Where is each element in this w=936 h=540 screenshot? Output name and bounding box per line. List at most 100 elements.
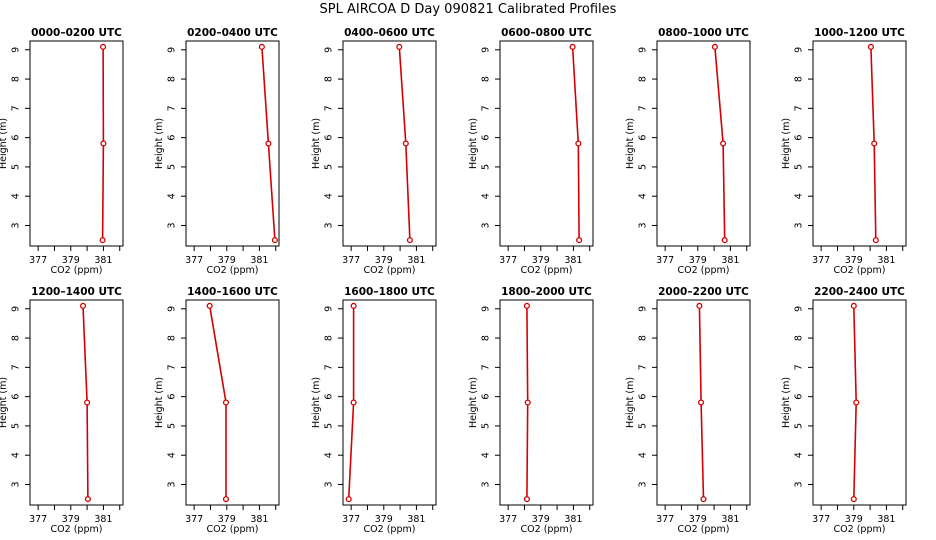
- data-point: [265, 140, 272, 147]
- y-tick-label: 8: [11, 76, 22, 82]
- plot-frame: [185, 40, 280, 247]
- y-tick-label: 9: [794, 47, 805, 53]
- x-tick-label: 381: [721, 514, 739, 525]
- y-tick-label: 8: [167, 76, 178, 82]
- data-point: [99, 237, 106, 244]
- y-tick-label: 3: [11, 481, 22, 487]
- y-tick-label: 5: [324, 164, 335, 170]
- y-tick-label: 4: [167, 452, 178, 458]
- y-tick-label: 7: [638, 364, 649, 370]
- y-axis-label: Height (m): [625, 118, 636, 169]
- y-axis-label: Height (m): [0, 118, 9, 169]
- x-tick-label: 381: [721, 255, 739, 266]
- x-tick-label: 377: [29, 514, 47, 525]
- x-tick-label: 381: [877, 255, 895, 266]
- y-tick-label: 8: [324, 335, 335, 341]
- panel-title: 2200–2400 UTC: [814, 286, 905, 298]
- plot-frame: [812, 299, 907, 506]
- y-tick-label: 7: [11, 105, 22, 111]
- data-point: [696, 302, 703, 309]
- y-tick-label: 5: [167, 423, 178, 429]
- panel-title: 1800–2000 UTC: [501, 286, 592, 298]
- x-axis-label: CO2 (ppm): [51, 265, 103, 276]
- x-tick-label: 379: [375, 255, 393, 266]
- y-tick-label: 6: [794, 135, 805, 141]
- plot-frame: [342, 299, 437, 506]
- y-tick-label: 9: [324, 47, 335, 53]
- y-tick-label: 9: [167, 47, 178, 53]
- data-point: [206, 302, 213, 309]
- y-tick-label: 4: [11, 452, 22, 458]
- y-tick-label: 3: [638, 222, 649, 228]
- y-axis-label: Height (m): [468, 118, 479, 169]
- y-tick-label: 9: [638, 306, 649, 312]
- y-tick-label: 9: [481, 306, 492, 312]
- x-tick-label: 377: [812, 514, 830, 525]
- plot-frame: [29, 299, 124, 506]
- y-tick-label: 3: [324, 222, 335, 228]
- data-point: [850, 496, 857, 503]
- y-axis-label: Height (m): [311, 377, 322, 428]
- y-tick-label: 7: [794, 364, 805, 370]
- data-point: [700, 496, 707, 503]
- y-tick-label: 7: [324, 364, 335, 370]
- y-tick-label: 3: [481, 481, 492, 487]
- plot-frame: [656, 299, 751, 506]
- data-point: [100, 140, 107, 147]
- x-tick-label: 379: [218, 514, 236, 525]
- panel-title: 0000–0200 UTC: [31, 27, 122, 39]
- y-tick-label: 9: [481, 47, 492, 53]
- panel-title: 1600–1800 UTC: [344, 286, 435, 298]
- y-tick-label: 3: [794, 481, 805, 487]
- x-tick-label: 377: [656, 514, 674, 525]
- x-tick-label: 377: [812, 255, 830, 266]
- y-tick-label: 6: [167, 394, 178, 400]
- y-tick-label: 3: [11, 222, 22, 228]
- data-point: [258, 43, 265, 50]
- y-tick-label: 6: [167, 135, 178, 141]
- x-tick-label: 381: [407, 514, 425, 525]
- x-tick-label: 377: [29, 255, 47, 266]
- y-tick-label: 5: [794, 164, 805, 170]
- data-point: [406, 237, 413, 244]
- x-axis-label: CO2 (ppm): [834, 524, 886, 535]
- y-tick-label: 6: [481, 394, 492, 400]
- y-tick-label: 6: [324, 135, 335, 141]
- y-tick-label: 5: [638, 164, 649, 170]
- data-point: [84, 399, 91, 406]
- y-tick-label: 8: [481, 76, 492, 82]
- plot-frame: [29, 40, 124, 247]
- x-tick-label: 379: [532, 255, 550, 266]
- x-tick-label: 379: [689, 514, 707, 525]
- data-point: [575, 140, 582, 147]
- y-tick-label: 5: [324, 423, 335, 429]
- y-axis-label: Height (m): [154, 377, 165, 428]
- x-tick-label: 381: [94, 255, 112, 266]
- x-tick-label: 377: [342, 514, 360, 525]
- y-tick-label: 9: [11, 306, 22, 312]
- data-point: [524, 399, 531, 406]
- y-tick-label: 6: [794, 394, 805, 400]
- panel-title: 0200–0400 UTC: [187, 27, 278, 39]
- y-tick-label: 5: [794, 423, 805, 429]
- y-axis-label: Height (m): [625, 377, 636, 428]
- panel-title: 1200–1400 UTC: [31, 286, 122, 298]
- x-tick-label: 379: [532, 514, 550, 525]
- y-axis-label: Height (m): [154, 118, 165, 169]
- y-axis-label: Height (m): [0, 377, 9, 428]
- x-tick-label: 379: [845, 514, 863, 525]
- data-point: [569, 43, 576, 50]
- y-tick-label: 8: [167, 335, 178, 341]
- figure-title: SPL AIRCOA D Day 090821 Calibrated Profi…: [319, 2, 617, 17]
- y-tick-label: 3: [638, 481, 649, 487]
- x-axis-label: CO2 (ppm): [364, 265, 416, 276]
- x-axis-label: CO2 (ppm): [364, 524, 416, 535]
- y-tick-label: 6: [638, 135, 649, 141]
- data-point: [271, 237, 278, 244]
- x-tick-label: 381: [407, 255, 425, 266]
